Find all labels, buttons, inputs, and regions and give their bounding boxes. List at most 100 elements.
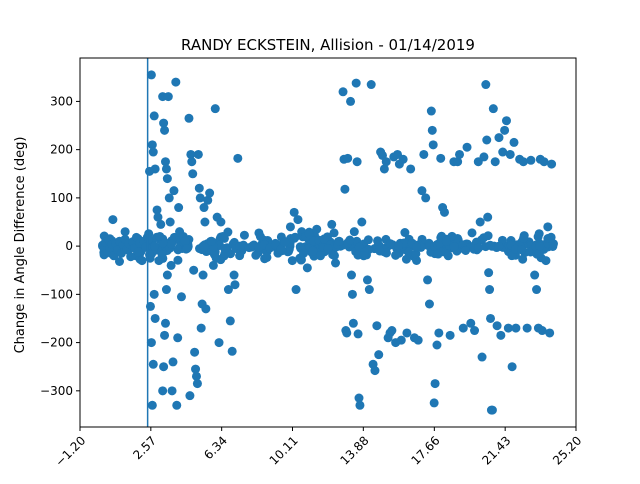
data-point: [500, 125, 510, 135]
data-point: [162, 174, 172, 184]
y-tick-label: 200: [50, 143, 73, 157]
data-point: [375, 246, 385, 256]
data-point: [149, 111, 159, 121]
data-point: [490, 157, 500, 167]
data-point: [146, 70, 156, 80]
data-point: [429, 398, 439, 408]
data-point: [348, 318, 358, 328]
data-point: [158, 386, 168, 396]
data-point: [229, 270, 239, 280]
data-point: [308, 246, 318, 256]
data-point: [289, 207, 299, 217]
chart-title: RANDY ECKSTEIN, Allision - 01/14/2019: [181, 36, 475, 54]
data-point: [233, 153, 243, 163]
data-point: [458, 323, 468, 333]
y-tick-label: −300: [40, 384, 73, 398]
data-point: [148, 147, 158, 157]
data-point: [149, 289, 159, 299]
data-point: [115, 256, 125, 266]
data-point: [299, 248, 309, 258]
data-point: [519, 233, 529, 243]
data-point: [193, 149, 203, 159]
data-point: [199, 203, 209, 213]
data-point: [161, 285, 171, 295]
data-point: [147, 400, 157, 410]
data-point: [485, 240, 495, 250]
data-point: [545, 328, 555, 338]
data-point: [366, 80, 376, 90]
data-point: [160, 157, 170, 167]
data-point: [412, 242, 422, 252]
data-point: [406, 164, 416, 174]
data-point: [423, 275, 433, 285]
y-tick-label: −200: [40, 336, 73, 350]
data-point: [276, 244, 286, 254]
data-point: [453, 157, 463, 167]
data-point: [362, 275, 372, 285]
data-point: [379, 164, 389, 174]
data-point: [526, 155, 536, 165]
data-point: [401, 254, 411, 264]
data-point: [391, 250, 401, 260]
data-point: [159, 362, 169, 372]
plot-frame: [79, 57, 577, 428]
data-point: [323, 244, 333, 254]
data-point: [385, 239, 395, 249]
data-point: [205, 188, 215, 198]
data-point: [167, 239, 177, 249]
data-point: [210, 104, 220, 114]
data-point: [262, 252, 272, 262]
data-point: [342, 328, 352, 338]
data-point: [477, 352, 487, 362]
data-point: [470, 326, 480, 336]
data-point: [501, 116, 511, 126]
data-point: [108, 215, 118, 225]
data-point: [147, 140, 157, 150]
data-point: [372, 321, 382, 331]
data-point: [466, 318, 476, 328]
data-point: [334, 236, 344, 246]
data-point: [474, 243, 484, 253]
data-point: [168, 357, 178, 367]
data-point: [199, 242, 209, 252]
data-point: [494, 241, 504, 251]
data-point: [188, 169, 198, 179]
data-point: [509, 137, 519, 147]
data-point: [195, 193, 205, 203]
data-point: [156, 219, 166, 229]
data-point: [445, 330, 455, 340]
data-point: [394, 241, 404, 251]
data-point: [488, 104, 498, 114]
data-point: [171, 77, 181, 87]
data-point: [218, 231, 228, 241]
data-point: [211, 253, 221, 263]
data-point: [201, 304, 211, 314]
data-point: [146, 338, 156, 348]
data-point: [176, 292, 186, 302]
data-point: [184, 113, 194, 123]
data-point: [522, 323, 532, 333]
data-point: [191, 371, 201, 381]
data-point: [483, 231, 493, 241]
data-point: [280, 237, 290, 247]
data-point: [434, 328, 444, 338]
data-point: [439, 207, 449, 217]
y-tick-label: 0: [65, 239, 73, 253]
data-point: [315, 251, 325, 261]
data-point: [485, 285, 495, 295]
data-point: [312, 224, 322, 234]
data-point: [461, 245, 471, 255]
data-point: [152, 205, 162, 215]
data-point: [443, 251, 453, 261]
y-tick-label: 100: [50, 191, 73, 205]
data-point: [364, 285, 374, 295]
data-point: [285, 222, 295, 232]
data-point: [492, 321, 502, 331]
data-point: [172, 400, 182, 410]
y-axis: −300 −200 −100 0 100 200 300: [40, 94, 80, 398]
data-point: [548, 239, 558, 249]
data-point: [169, 186, 179, 196]
data-point: [359, 251, 369, 261]
data-point: [192, 379, 202, 389]
data-point: [160, 330, 170, 340]
